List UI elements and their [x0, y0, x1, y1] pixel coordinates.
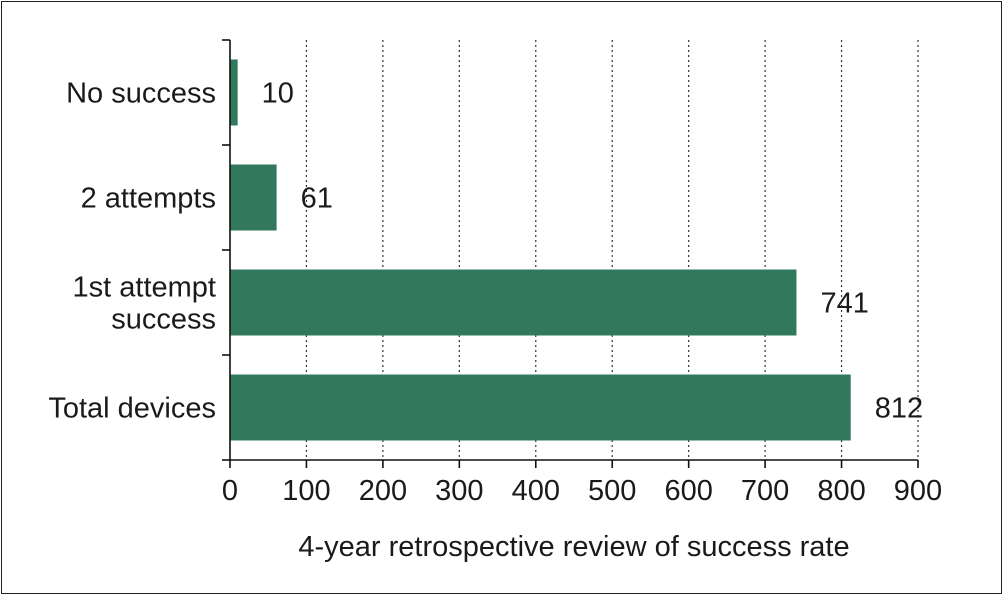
axes: 0 100 200 300 400 500 600 700 800 900	[222, 39, 942, 507]
category-label-1: 2 attempts	[81, 183, 216, 215]
bar-0	[230, 59, 238, 126]
data-label-2: 741	[820, 288, 868, 320]
x-tick-label-900: 900	[894, 475, 942, 507]
category-label-line: Total devices	[48, 393, 216, 425]
x-tick-label-500: 500	[588, 475, 636, 507]
data-label-1: 61	[301, 183, 333, 215]
category-label-3: Total devices	[48, 393, 216, 425]
category-label-line: 1st attempt	[73, 272, 216, 304]
category-label-line: No success	[66, 78, 216, 110]
category-label-line: success	[111, 304, 216, 336]
labels: 10 No success 61 2 attempts 741 1st attempt su…	[48, 78, 923, 425]
bar-3	[230, 374, 851, 441]
category-label-2: 1st attempt success	[73, 272, 216, 336]
data-label-0: 10	[262, 78, 294, 110]
category-label-line: 2 attempts	[81, 183, 216, 215]
x-tick-label-600: 600	[664, 475, 712, 507]
bars	[230, 59, 851, 441]
x-tick-label-400: 400	[512, 475, 560, 507]
bar-1	[230, 164, 277, 231]
x-tick-label-800: 800	[817, 475, 865, 507]
category-label-0: No success	[66, 78, 216, 110]
x-tick-label-700: 700	[741, 475, 789, 507]
x-tick-label-300: 300	[435, 475, 483, 507]
bar-2	[230, 269, 797, 336]
x-tick-label-0: 0	[222, 475, 238, 507]
data-label-3: 812	[875, 393, 923, 425]
x-tick-label-200: 200	[359, 475, 407, 507]
x-axis-title: 4-year retrospective review of success r…	[298, 531, 849, 563]
x-tick-label-100: 100	[282, 475, 330, 507]
